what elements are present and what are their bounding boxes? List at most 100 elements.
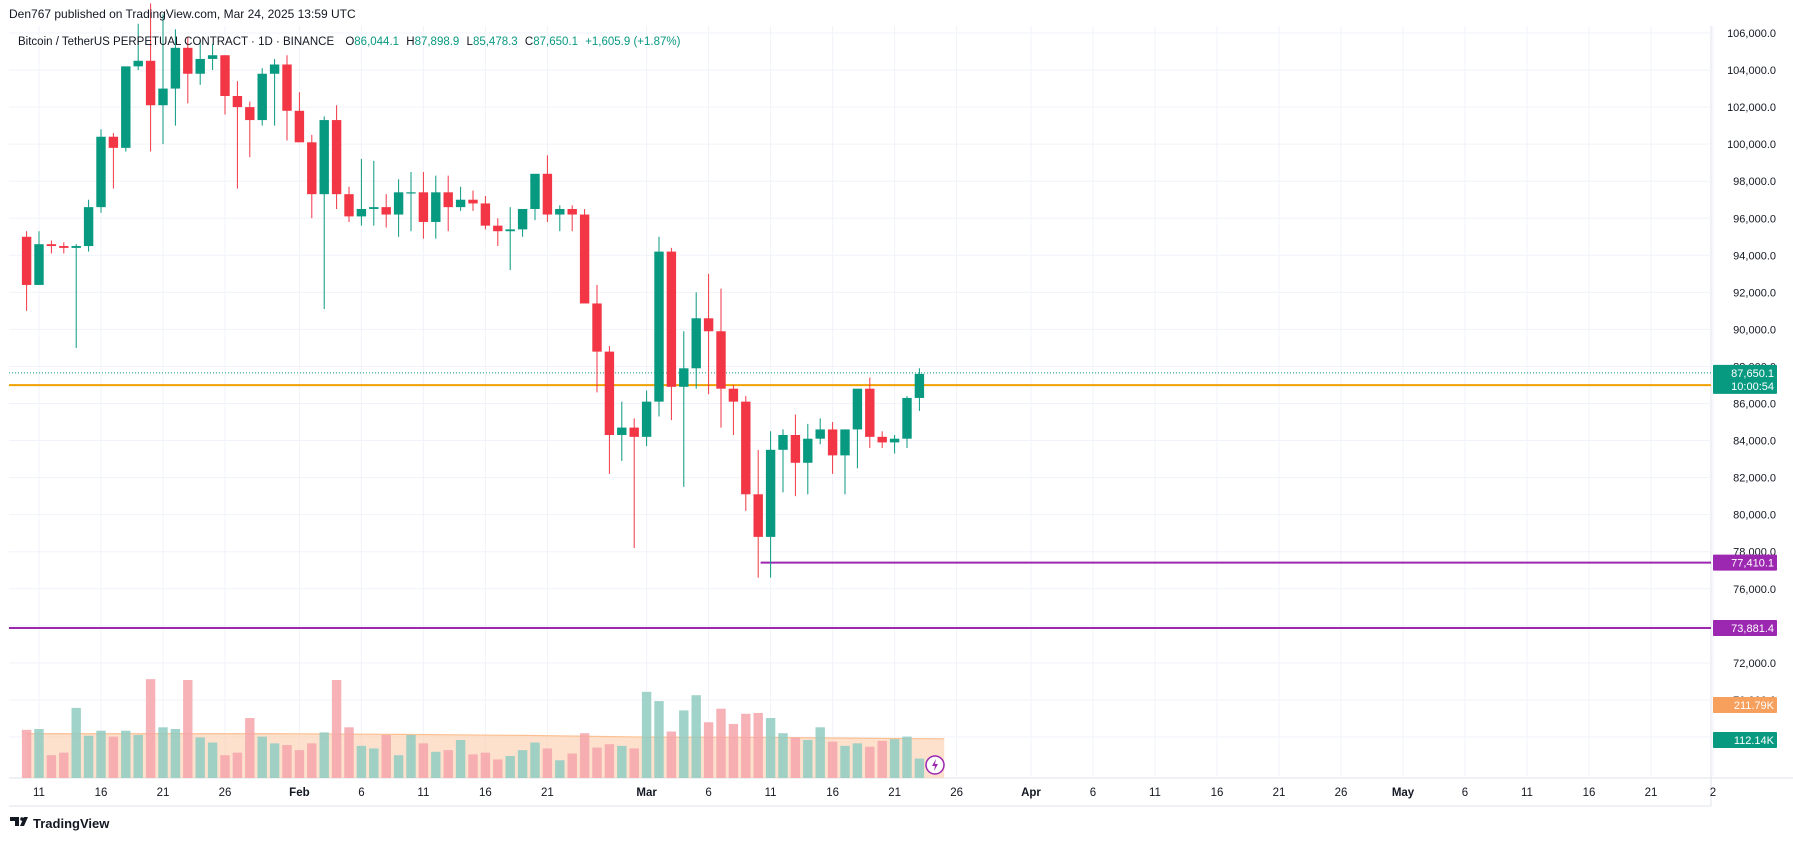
volume-bar bbox=[294, 750, 305, 778]
candle-body bbox=[815, 429, 825, 439]
volume-bar bbox=[592, 747, 602, 778]
lightning-button[interactable] bbox=[925, 755, 945, 775]
candle-body bbox=[691, 318, 701, 369]
candle-body bbox=[889, 438, 900, 443]
candle-body bbox=[703, 318, 714, 332]
time-tick-label: 26 bbox=[1335, 787, 1348, 799]
candle-body bbox=[790, 434, 801, 463]
volume-bar bbox=[158, 727, 168, 778]
legend-high: 87,898.9 bbox=[415, 36, 460, 48]
volume-bar bbox=[46, 755, 57, 778]
volume-bar bbox=[183, 679, 193, 778]
purple-low-label-text: 77,410.1 bbox=[1731, 558, 1774, 570]
volume-bar bbox=[579, 733, 590, 778]
price-labels: 86,990.077,410.173,881.4108,366.887,650.… bbox=[1713, 364, 1777, 748]
candle-body bbox=[356, 208, 367, 217]
candle-body bbox=[269, 64, 280, 74]
price-tick-label: 90,000.0 bbox=[1733, 324, 1776, 336]
volume-bar bbox=[133, 734, 143, 778]
volume-bar bbox=[393, 755, 404, 778]
candle-body bbox=[765, 449, 776, 537]
volume-bar bbox=[418, 743, 429, 778]
current-price-countdown: 10:00:54 bbox=[1731, 381, 1774, 393]
candle-body bbox=[207, 55, 218, 59]
time-tick-label: 16 bbox=[826, 787, 839, 799]
volume-bar bbox=[269, 743, 280, 778]
volume-bar bbox=[121, 730, 131, 778]
candle-body bbox=[331, 120, 342, 195]
candle-body bbox=[406, 192, 416, 194]
volume-bar bbox=[245, 718, 255, 778]
volume-bar bbox=[753, 712, 763, 778]
candle-body bbox=[393, 192, 404, 215]
candle-body bbox=[294, 110, 305, 143]
volume-bar bbox=[803, 739, 813, 778]
time-tick-label: 21 bbox=[1645, 787, 1658, 799]
legend-open-label: O bbox=[345, 36, 354, 48]
time-tick-label: 21 bbox=[888, 787, 901, 799]
volume-bar bbox=[790, 737, 801, 778]
footer-brand: TradingView bbox=[33, 816, 110, 831]
time-tick-label: 6 bbox=[1090, 787, 1096, 799]
candle-body bbox=[567, 208, 577, 215]
candle-body bbox=[34, 244, 44, 285]
grid bbox=[9, 26, 1793, 807]
tradingview-logo-icon bbox=[10, 817, 28, 826]
price-tick-label: 80,000.0 bbox=[1733, 510, 1776, 522]
volume-bar bbox=[778, 733, 788, 778]
time-tick-label: 6 bbox=[358, 787, 364, 799]
candle-body bbox=[493, 225, 503, 232]
volume-bar bbox=[604, 744, 615, 778]
legend: Bitcoin / TetherUS PERPETUAL CONTRACT · … bbox=[18, 36, 681, 48]
tradingview-logo-dot bbox=[20, 817, 24, 821]
price-tick-label: 72,000.0 bbox=[1733, 658, 1776, 670]
volume-bar bbox=[331, 679, 342, 778]
candle-body bbox=[369, 207, 379, 209]
current-price-value: 87,650.1 bbox=[1731, 368, 1774, 380]
volume-bar bbox=[666, 731, 677, 778]
volume-bar bbox=[852, 743, 863, 778]
price-tick-label: 86,000.0 bbox=[1733, 399, 1776, 411]
volume-bar bbox=[83, 735, 94, 778]
lightning-icon bbox=[932, 759, 938, 771]
candle-body bbox=[344, 194, 354, 217]
candle-body bbox=[319, 120, 329, 195]
volume-bar bbox=[71, 707, 81, 778]
volume-bar bbox=[517, 750, 528, 778]
volume-bar bbox=[257, 736, 267, 778]
volume-bar bbox=[59, 752, 69, 778]
purple-low-label-bg bbox=[1713, 554, 1777, 571]
volume-bar bbox=[703, 722, 714, 778]
volume-bar bbox=[877, 740, 887, 778]
horizontal-lines bbox=[9, 372, 1711, 629]
current-price-bg bbox=[1713, 364, 1777, 394]
volume-bar bbox=[220, 755, 230, 778]
volume-bar bbox=[530, 742, 540, 778]
time-tick-label: 11 bbox=[417, 787, 429, 799]
candle-body bbox=[741, 401, 751, 495]
legend-close: 87,650.1 bbox=[533, 36, 578, 48]
volume-bar bbox=[381, 734, 391, 778]
purple-low-label: 77,410.1 bbox=[1713, 554, 1777, 571]
volume-bar bbox=[902, 736, 912, 778]
candle-body bbox=[592, 303, 602, 352]
time-tick-label: 11 bbox=[33, 787, 45, 799]
publish-line: Den767 published on TradingView.com, Mar… bbox=[9, 7, 356, 21]
candle-body bbox=[840, 429, 850, 456]
volume-bar bbox=[307, 743, 317, 778]
volume-bar bbox=[493, 759, 503, 778]
volume-bar bbox=[344, 727, 354, 778]
volume-ma-label: 211.79K bbox=[1713, 697, 1777, 713]
volume-bar bbox=[840, 745, 850, 778]
candle-body bbox=[220, 55, 230, 96]
candle-body bbox=[307, 142, 317, 195]
volume-current-label-text: 112.14K bbox=[1734, 735, 1775, 747]
candle-body bbox=[579, 214, 590, 304]
candle-body bbox=[803, 438, 813, 463]
candle-body bbox=[381, 207, 391, 215]
candles bbox=[21, 3, 925, 578]
tradingview-logo[interactable]: TradingView bbox=[10, 816, 110, 831]
candle-body bbox=[96, 136, 106, 208]
volume-bar bbox=[431, 751, 441, 778]
